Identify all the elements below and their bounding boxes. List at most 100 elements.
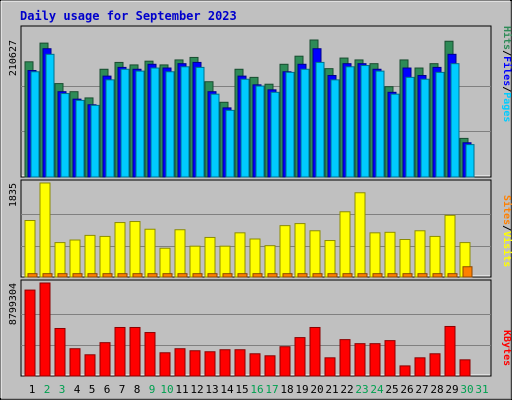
bar-pages-day-13 — [210, 93, 220, 178]
bar-visits-day-16 — [249, 238, 261, 278]
bar-sites-day-2 — [42, 273, 53, 278]
legend-entry-pages: Pages — [501, 92, 512, 122]
bar-kbytes-day-2 — [39, 282, 51, 377]
bar-kbytes-day-20 — [309, 326, 321, 377]
bar-kbytes-day-12 — [189, 350, 201, 377]
legend-visits-sites: Sites/Visits — [501, 195, 512, 267]
bar-kbytes-day-22 — [339, 339, 351, 377]
x-tick-day-30: 30 — [460, 383, 473, 396]
bar-pages-day-7 — [120, 68, 130, 178]
x-tick-day-27: 27 — [415, 383, 428, 396]
bar-kbytes-day-23 — [354, 343, 366, 377]
bar-kbytes-day-10 — [159, 352, 171, 377]
bar-visits-day-5 — [84, 234, 96, 278]
bar-visits-day-14 — [219, 245, 231, 278]
bar-pages-day-14 — [225, 109, 235, 178]
x-tick-day-21: 21 — [325, 383, 338, 396]
bar-kbytes-day-3 — [54, 327, 66, 377]
bar-sites-day-18 — [282, 273, 293, 278]
legend-entry-visits: Visits — [501, 231, 512, 267]
bar-pages-day-16 — [255, 85, 265, 178]
x-tick-day-17: 17 — [265, 383, 278, 396]
bar-kbytes-day-27 — [414, 357, 426, 377]
bar-kbytes-day-7 — [114, 326, 126, 377]
bar-sites-day-20 — [312, 273, 323, 278]
bar-pages-day-27 — [420, 78, 430, 178]
legend-kbytes: KBytes — [501, 330, 512, 366]
bar-sites-day-6 — [102, 273, 113, 278]
bar-visits-day-10 — [159, 247, 171, 278]
bar-pages-day-9 — [150, 67, 160, 178]
bar-kbytes-day-14 — [219, 349, 231, 377]
bar-visits-day-6 — [99, 235, 111, 278]
bar-visits-day-8 — [129, 221, 141, 278]
x-tick-day-8: 8 — [134, 383, 141, 396]
legend-entry-hits: Hits — [501, 26, 512, 50]
bar-sites-day-21 — [327, 273, 338, 278]
x-axis-day-labels: 1 2 3 4 5 6 7 8 9 10 11 12 13 14 15 16 17 18 19 20 21 22 23 24 2… — [29, 383, 489, 396]
bar-sites-day-30 — [462, 266, 473, 278]
bar-kbytes-day-6 — [99, 342, 111, 377]
bar-sites-day-23 — [357, 273, 368, 278]
bar-pages-day-15 — [240, 78, 250, 178]
bar-visits-day-29 — [444, 214, 456, 278]
bar-pages-day-23 — [360, 65, 370, 178]
bar-pages-day-4 — [75, 99, 85, 178]
x-tick-day-23: 23 — [355, 383, 368, 396]
bar-kbytes-day-13 — [204, 351, 216, 377]
y-max-label: 8799304 — [8, 283, 19, 325]
bar-pages-day-24 — [375, 70, 385, 178]
bar-sites-day-15 — [237, 273, 248, 278]
bar-pages-day-6 — [105, 79, 115, 178]
legend-hits-files-pages: Hits/Files/Pages — [501, 26, 512, 122]
bar-pages-day-26 — [405, 76, 415, 178]
bar-pages-day-11 — [180, 66, 190, 178]
bar-pages-day-29 — [450, 63, 460, 178]
bar-pages-day-8 — [135, 70, 145, 178]
bar-pages-day-1 — [30, 71, 40, 178]
bar-visits-day-20 — [309, 230, 321, 278]
bar-visits-day-15 — [234, 232, 246, 278]
bar-pages-day-3 — [60, 93, 70, 178]
bar-kbytes-day-5 — [84, 354, 96, 377]
bar-visits-day-2 — [39, 182, 51, 278]
bar-sites-day-1 — [27, 273, 38, 278]
x-tick-day-1: 1 — [29, 383, 36, 396]
bar-visits-day-3 — [54, 242, 66, 278]
bar-visits-day-7 — [114, 222, 126, 278]
bar-visits-day-27 — [414, 230, 426, 278]
legend-entry-slash: / — [501, 86, 512, 92]
bar-kbytes-day-26 — [399, 365, 411, 377]
bar-kbytes-day-19 — [294, 337, 306, 377]
bar-sites-day-28 — [432, 273, 443, 278]
x-tick-day-9: 9 — [149, 383, 156, 396]
bar-kbytes-day-1 — [24, 289, 36, 377]
bar-visits-day-24 — [369, 232, 381, 278]
bar-pages-day-19 — [300, 68, 310, 178]
bar-sites-day-4 — [72, 273, 83, 278]
bar-kbytes-day-30 — [459, 359, 471, 377]
bar-visits-day-25 — [384, 231, 396, 278]
bar-sites-day-5 — [87, 273, 98, 278]
bar-kbytes-day-25 — [384, 340, 396, 377]
bar-sites-day-17 — [267, 273, 278, 278]
bar-pages-day-12 — [195, 66, 205, 178]
bar-sites-day-22 — [342, 273, 353, 278]
legend-entry-sites: Sites — [501, 195, 512, 225]
bar-kbytes-day-28 — [429, 353, 441, 377]
bar-pages-day-20 — [315, 61, 325, 178]
panel-visits-sites: 1835 Sites/Visits — [8, 179, 512, 278]
bar-sites-day-19 — [297, 273, 308, 278]
x-tick-day-13: 13 — [205, 383, 218, 396]
bar-pages-day-17 — [270, 91, 280, 178]
x-tick-day-12: 12 — [190, 383, 203, 396]
legend-text: Hits/Files/Pages — [501, 26, 512, 122]
x-tick-day-25: 25 — [385, 383, 398, 396]
x-tick-day-29: 29 — [445, 383, 458, 396]
bar-visits-day-11 — [174, 229, 186, 278]
y-max-label: 210627 — [8, 40, 19, 76]
bar-visits-day-22 — [339, 211, 351, 278]
